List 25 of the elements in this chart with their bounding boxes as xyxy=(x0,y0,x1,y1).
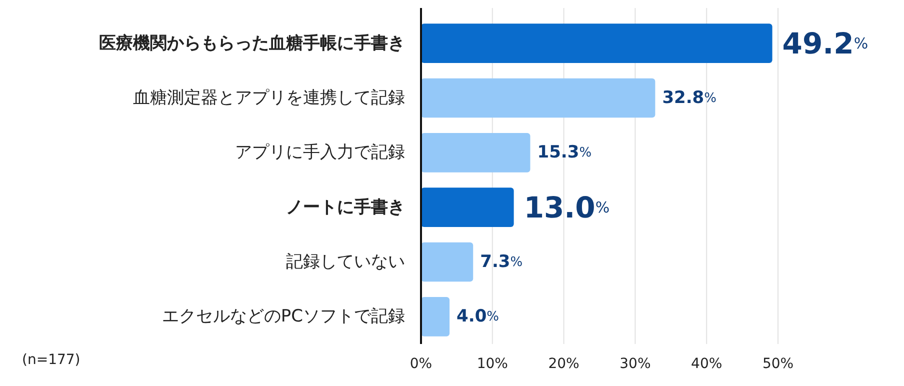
y-tick-label: アプリに手入力で記録 xyxy=(235,142,405,163)
data-label: 15.3% xyxy=(537,142,592,163)
data-label: 49.2% xyxy=(782,26,868,60)
bar xyxy=(421,132,530,172)
x-tick-label: 50% xyxy=(762,356,794,372)
bar xyxy=(421,296,450,336)
y-tick-label: 医療機関からもらった血糖手帳に手書き xyxy=(99,33,405,54)
bar xyxy=(421,188,514,228)
x-tick-label: 20% xyxy=(548,356,580,372)
bar xyxy=(421,242,474,282)
y-tick-label: 記録していない xyxy=(286,252,405,272)
text: (n=177) xyxy=(22,352,80,368)
x-tick-label: 10% xyxy=(476,356,508,372)
bar xyxy=(421,78,656,118)
data-label: 4.0% xyxy=(456,306,500,327)
y-tick-label: エクセルなどのPCソフトで記録 xyxy=(162,306,405,327)
x-tick-label: 0% xyxy=(410,356,432,372)
y-tick-label: ノートに手書き xyxy=(286,197,405,218)
data-label: 7.3% xyxy=(480,252,523,272)
data-label: 32.8% xyxy=(662,88,717,108)
x-tick-label: 30% xyxy=(620,356,651,372)
data-label: 13.0% xyxy=(524,190,610,224)
x-tick-label: 40% xyxy=(691,356,722,372)
bar xyxy=(421,24,772,64)
y-tick-label: 血糖測定器とアプリを連携して記録 xyxy=(133,88,405,108)
